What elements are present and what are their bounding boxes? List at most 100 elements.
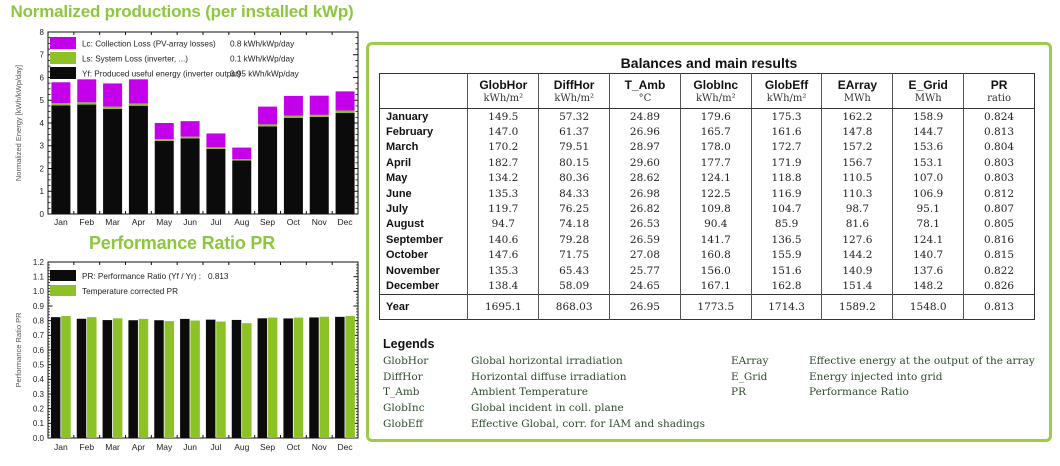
- value-cell: 162.8: [750, 278, 822, 295]
- legend-value: 0.8 kWh/kWp/day: [230, 40, 295, 49]
- table-row: December 138.4 58.09 24.65 167.1 162.8 151.4 14…: [380, 278, 1035, 295]
- value-cell: 135.3: [467, 262, 539, 279]
- y-tick-label: 1.2: [33, 258, 45, 267]
- green-bar-may: [154, 139, 174, 141]
- x-axis-labels: Jan Feb Mar Apr May Jun Jul Aug Sep Oct Nov Dec: [54, 442, 353, 452]
- magenta-bar-mar: [103, 83, 123, 107]
- pr-corrected-bar-feb: [87, 317, 97, 438]
- value-cell: 0.805: [963, 216, 1035, 233]
- column-header: [380, 74, 468, 93]
- month-cell: October: [386, 249, 429, 262]
- legend-label: PR: Performance Ratio (Yf / Yr) :: [82, 272, 201, 281]
- value-cell: 122.5: [679, 185, 752, 202]
- legend-value: 0.1 kWh/kWp/day: [230, 55, 295, 64]
- pr-bar-nov: [309, 317, 319, 438]
- y-axis-title: Normalized Energy [kWh/kWp/day]: [14, 65, 23, 181]
- value-cell: 144.7: [892, 124, 964, 140]
- value-cell: 0.804: [963, 139, 1035, 156]
- black-bar-oct: [283, 117, 303, 214]
- table-row: July 119.7 76.25 26.82 109.8 104.7 98.7 95.1 0.8…: [380, 201, 1035, 217]
- y-tick-label: 3: [40, 142, 45, 151]
- value-cell: 90.4: [679, 216, 752, 233]
- legend-entry: PR Performance Ratio: [731, 385, 1041, 401]
- magenta-bar-jul: [206, 133, 226, 148]
- column-header: DiffHor: [538, 73, 610, 92]
- legend-description: Global incident in coll. plane: [471, 402, 624, 415]
- legend-entry: T_Amb Ambient Temperature: [383, 385, 731, 401]
- month-cell: August: [386, 218, 424, 231]
- month-label: Dec: [338, 217, 354, 227]
- column-header: E_Grid: [892, 73, 964, 92]
- legends-columns: GlobHor Global horizontal irradiation Diff…: [383, 353, 1041, 432]
- value-cell: 0.824: [963, 108, 1035, 125]
- y-tick-label: 8: [40, 28, 45, 37]
- value-cell: 138.4: [467, 278, 539, 295]
- green-bar-aug: [232, 159, 252, 161]
- balances-table: GlobHor DiffHor T_Amb GlobInc GlobEff EArray E…: [379, 73, 1035, 320]
- legend-description: Ambient Temperature: [471, 386, 588, 399]
- legend-term: T_Amb: [383, 386, 420, 399]
- month-label: Feb: [79, 442, 94, 452]
- value-cell: 26.96: [609, 124, 681, 140]
- column-unit: °C: [609, 92, 681, 109]
- black-bar-mar: [103, 108, 123, 214]
- value-cell: 147.8: [821, 124, 893, 140]
- legend-entry: DiffHor Horizontal diffuse irradiation: [383, 369, 731, 385]
- value-cell: 147.6: [467, 247, 539, 263]
- value-cell: 81.6: [821, 216, 893, 233]
- magenta-bar-jun: [180, 121, 200, 137]
- value-cell: 162.2: [821, 108, 893, 125]
- black-bar-jun: [180, 138, 200, 214]
- value-cell: 61.37: [538, 124, 610, 140]
- black-bar-may: [154, 140, 174, 214]
- column-unit: ratio: [963, 92, 1035, 109]
- value-cell: 136.5: [750, 232, 822, 248]
- legend-value: 3.95 kWh/kWp/day: [230, 70, 300, 79]
- value-cell: 78.1: [892, 216, 964, 233]
- pr-bar-mar: [102, 320, 113, 438]
- value-cell: 171.9: [750, 155, 822, 171]
- green-bar-jan: [51, 103, 71, 106]
- legend-term: GlobEff: [383, 418, 423, 431]
- black-bar-feb: [77, 104, 97, 214]
- value-cell: 118.8: [750, 170, 822, 186]
- month-label: May: [156, 217, 173, 227]
- legend-description: Horizontal diffuse irradiation: [471, 370, 627, 383]
- value-cell: 65.43: [538, 262, 610, 279]
- performance-ratio-chart: 0.0 0.1 0.2 0.3 0.4 0.5 0.6 0.7 0.8 0.9 1.0 1.1 1.2 J…: [14, 258, 359, 452]
- column-unit: kWh/m²: [538, 92, 610, 109]
- value-cell: 170.2: [467, 139, 539, 156]
- green-bar-mar: [103, 106, 123, 109]
- black-bar-apr: [128, 105, 148, 214]
- value-cell: 161.6: [750, 124, 822, 140]
- legend-entry: GlobHor Global horizontal irradiation: [383, 353, 731, 369]
- value-cell: 151.4: [821, 278, 893, 295]
- column-header: EArray: [821, 73, 893, 92]
- legends-left-column: GlobHor Global horizontal irradiation Diff…: [383, 353, 731, 432]
- y-tick-label: 1.1: [33, 272, 45, 281]
- legend-entry: EArray Effective energy at the output of …: [731, 353, 1041, 369]
- normalized-productions-chart: 0 1 2 3 4 5 6 7 8 Jan Feb Mar Apr May Jun Jul Aug Sep Oct N…: [14, 28, 359, 227]
- month-label: Jul: [210, 217, 221, 227]
- pr-bar-may: [154, 320, 164, 438]
- value-cell: 119.7: [467, 201, 539, 217]
- axes: 0.0 0.1 0.2 0.3 0.4 0.5 0.6 0.7 0.8 0.9 1.0 1.1 1.2: [33, 258, 359, 443]
- pr-corrected-bar-apr: [138, 318, 149, 438]
- green-bar-apr: [128, 103, 148, 106]
- legend-description: Performance Ratio: [809, 386, 909, 399]
- black-bar-jul: [206, 148, 226, 214]
- value-cell: 167.1: [679, 278, 752, 295]
- month-label: Sep: [260, 442, 275, 452]
- column-header: T_Amb: [609, 73, 681, 92]
- value-cell: 148.2: [892, 278, 964, 295]
- legend-description: Global horizontal irradiation: [471, 354, 623, 367]
- y-tick-label: 5: [40, 96, 45, 105]
- year-label-cell: Year: [379, 293, 468, 320]
- value-cell: 172.7: [750, 139, 822, 156]
- pr-bar-jan: [50, 317, 61, 438]
- legend-term: GlobInc: [383, 402, 425, 415]
- value-cell: 58.09: [538, 278, 610, 295]
- pr-bar-feb: [76, 318, 87, 438]
- column-header: GlobInc: [679, 73, 752, 92]
- month-label: Apr: [132, 442, 145, 452]
